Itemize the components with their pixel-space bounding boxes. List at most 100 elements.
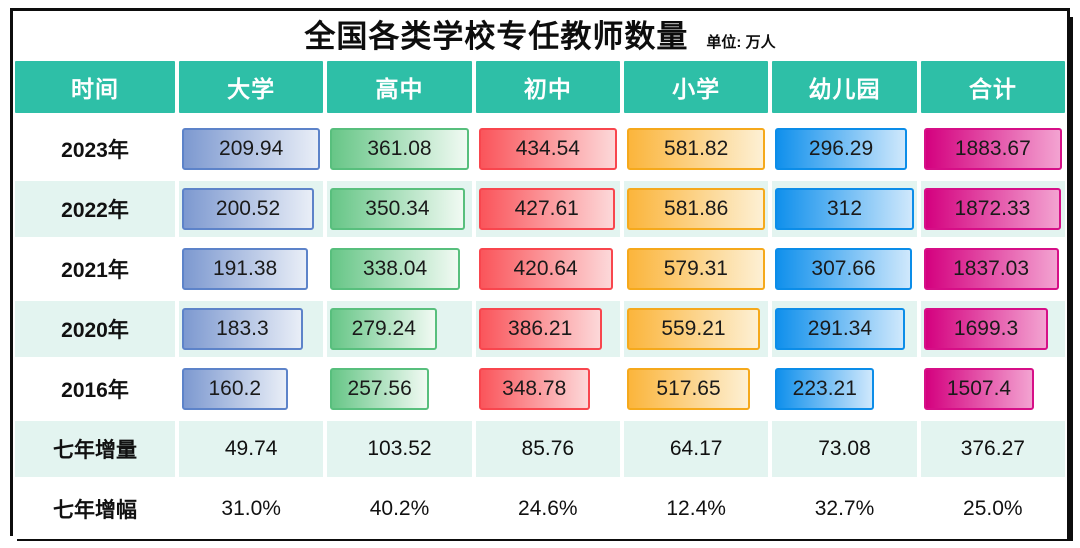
- header-cell-0: 时间: [15, 61, 175, 113]
- data-bar-university-blue: 200.52: [182, 188, 315, 230]
- page-title: 全国各类学校专任教师数量: [304, 18, 689, 54]
- summary-value: 64.17: [669, 437, 723, 460]
- data-bar-middleschool-red: 427.61: [478, 188, 615, 230]
- bar-cell: 200.52: [179, 181, 324, 237]
- bar-value: 200.52: [215, 197, 281, 220]
- bar-cell: 517.65: [623, 361, 769, 417]
- summary-value-cell: 103.52: [327, 421, 472, 477]
- data-bar-kindergarten-azure: 291.34: [775, 308, 905, 350]
- bar-value: 420.64: [513, 257, 578, 280]
- summary-value: 31.0%: [221, 497, 281, 520]
- bar-value: 350.34: [365, 197, 430, 220]
- bar-value: 581.82: [664, 137, 729, 160]
- data-bar-university-blue: 209.94: [182, 128, 321, 170]
- summary-value: 25.0%: [963, 497, 1023, 520]
- bar-value: 348.78: [502, 377, 567, 400]
- data-bar-university-blue: 160.2: [182, 368, 288, 410]
- data-bar-total-magenta: 1872.33: [923, 188, 1062, 230]
- bar-cell: 581.82: [623, 121, 769, 177]
- data-bar-primary-orange: 581.86: [626, 188, 766, 230]
- bar-cell: 223.21: [772, 361, 917, 417]
- bar-value: 209.94: [219, 137, 284, 160]
- bar-value: 427.61: [514, 197, 579, 220]
- summary-value-cell: 40.2%: [327, 481, 472, 537]
- bar-cell: 257.56: [327, 361, 472, 417]
- data-bar-total-magenta: 1699.3: [923, 308, 1049, 350]
- data-bar-kindergarten-azure: 223.21: [775, 368, 875, 410]
- data-bar-middleschool-red: 434.54: [478, 128, 617, 170]
- bar-cell: 579.31: [623, 241, 769, 297]
- bar-value: 279.24: [351, 317, 416, 340]
- data-bar-primary-orange: 517.65: [626, 368, 751, 410]
- bar-cell: 427.61: [475, 181, 620, 237]
- summary-value: 40.2%: [369, 497, 430, 520]
- bar-value: 183.3: [216, 317, 269, 340]
- bar-cell: 1699.3: [920, 301, 1065, 357]
- bar-cell: 350.34: [327, 181, 472, 237]
- bar-value: 361.08: [367, 137, 432, 160]
- table-grid: 时间 大学 高中 初中 小学 幼儿园 合计 2023年 209.94 361.08 434.54 58…: [13, 61, 1067, 539]
- header-cell-6: 合计: [920, 61, 1065, 113]
- bar-value: 160.2: [208, 377, 262, 400]
- summary-label: 七年增量: [15, 421, 175, 477]
- bar-cell: 1883.67: [920, 121, 1065, 177]
- summary-value-cell: 64.17: [623, 421, 769, 477]
- year-cell: 2023年: [15, 121, 175, 177]
- summary-value: 49.74: [224, 437, 278, 460]
- unit-label: 单位: 万人: [706, 33, 776, 51]
- bar-cell: 296.29: [772, 121, 917, 177]
- year-cell: 2022年: [15, 181, 175, 237]
- data-bar-primary-orange: 559.21: [626, 308, 760, 350]
- bar-cell: 291.34: [772, 301, 917, 357]
- summary-value: 376.27: [960, 437, 1025, 460]
- data-bar-university-blue: 191.38: [182, 248, 309, 290]
- bar-value: 386.21: [508, 317, 573, 340]
- data-bar-highschool-green: 257.56: [330, 368, 429, 410]
- summary-value-cell: 73.08: [772, 421, 917, 477]
- data-bar-highschool-green: 279.24: [330, 308, 438, 350]
- year-cell: 2016年: [15, 361, 175, 417]
- title-bar: 全国各类学校专任教师数量 单位: 万人: [13, 11, 1067, 61]
- data-bar-total-magenta: 1837.03: [923, 248, 1059, 290]
- summary-value: 73.08: [818, 437, 871, 460]
- header-cell-1: 大学: [179, 61, 324, 113]
- bar-cell: 386.21: [475, 301, 620, 357]
- bar-value: 1837.03: [953, 257, 1030, 280]
- bar-value: 312: [826, 197, 863, 220]
- data-bar-kindergarten-azure: 307.66: [775, 248, 912, 290]
- header-cell-2: 高中: [327, 61, 472, 113]
- bar-value: 291.34: [807, 317, 873, 340]
- data-bar-total-magenta: 1507.4: [923, 368, 1035, 410]
- bar-value: 257.56: [347, 377, 412, 400]
- summary-value: 32.7%: [814, 497, 875, 520]
- table-frame: 全国各类学校专任教师数量 单位: 万人 时间 大学 高中 初中 小学 幼儿园 合计 2023年…: [10, 8, 1070, 539]
- summary-label: 七年增幅: [15, 481, 175, 537]
- summary-value-cell: 31.0%: [179, 481, 324, 537]
- data-bar-highschool-green: 350.34: [330, 188, 465, 230]
- bar-value: 191.38: [212, 257, 278, 280]
- header-cell-4: 小学: [623, 61, 769, 113]
- bar-value: 1883.67: [954, 137, 1031, 160]
- bar-cell: 581.86: [623, 181, 769, 237]
- bar-cell: 361.08: [327, 121, 472, 177]
- summary-value-cell: 49.74: [179, 421, 324, 477]
- data-bar-highschool-green: 338.04: [330, 248, 460, 290]
- bar-cell: 1507.4: [920, 361, 1065, 417]
- data-bar-total-magenta: 1883.67: [923, 128, 1062, 170]
- bar-value: 1699.3: [953, 317, 1019, 340]
- data-bar-middleschool-red: 348.78: [478, 368, 590, 410]
- summary-value-cell: 376.27: [920, 421, 1065, 477]
- summary-value: 24.6%: [518, 497, 578, 520]
- summary-value-cell: 25.0%: [920, 481, 1065, 537]
- bar-value: 581.86: [664, 197, 729, 220]
- summary-value-cell: 24.6%: [475, 481, 620, 537]
- bar-value: 434.54: [515, 137, 580, 160]
- bar-value: 307.66: [811, 257, 876, 280]
- bar-value: 1507.4: [946, 377, 1012, 400]
- summary-value-cell: 32.7%: [772, 481, 917, 537]
- bar-cell: 1872.33: [920, 181, 1065, 237]
- bar-cell: 307.66: [772, 241, 917, 297]
- year-cell: 2020年: [15, 301, 175, 357]
- bar-value: 579.31: [663, 257, 728, 280]
- data-bar-primary-orange: 579.31: [626, 248, 765, 290]
